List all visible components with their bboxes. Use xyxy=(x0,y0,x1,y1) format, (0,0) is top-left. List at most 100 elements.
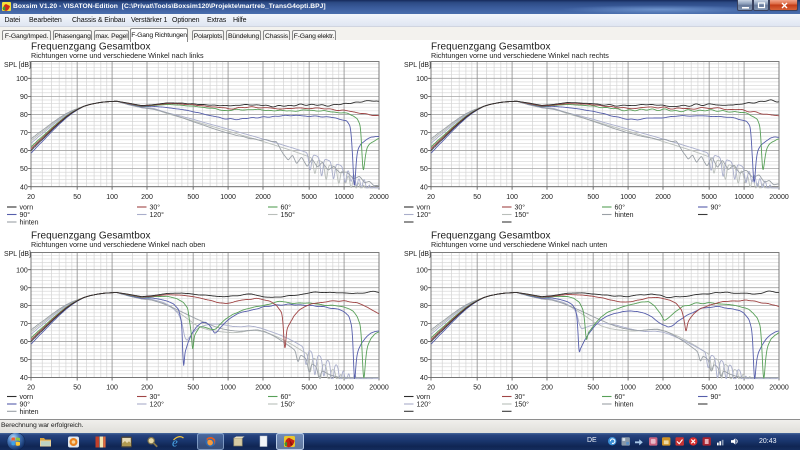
svg-text:Frequenzgang Gesamtbox: Frequenzgang Gesamtbox xyxy=(431,231,551,242)
svg-text:60: 60 xyxy=(20,339,28,346)
svg-text:20000: 20000 xyxy=(769,385,789,392)
svg-text:hinten: hinten xyxy=(615,212,634,219)
svg-text:500: 500 xyxy=(187,385,199,392)
svg-text:50: 50 xyxy=(473,194,481,201)
svg-text:90: 90 xyxy=(420,94,428,101)
svg-text:Richtungen vorne und verschied: Richtungen vorne und verschiedene Winkel… xyxy=(31,51,204,60)
svg-text:Frequenzgang Gesamtbox: Frequenzgang Gesamtbox xyxy=(431,42,551,53)
svg-text:40: 40 xyxy=(420,184,428,191)
svg-text:2000: 2000 xyxy=(255,194,271,201)
svg-text:80: 80 xyxy=(420,303,428,310)
svg-text:30°: 30° xyxy=(515,204,526,212)
svg-text:100: 100 xyxy=(16,76,28,83)
svg-text:2000: 2000 xyxy=(655,194,671,201)
svg-text:50: 50 xyxy=(20,166,28,173)
svg-text:SPL [dB]: SPL [dB] xyxy=(404,251,431,258)
svg-text:2000: 2000 xyxy=(255,385,271,392)
svg-text:60°: 60° xyxy=(281,204,292,212)
svg-text:vorn: vorn xyxy=(20,205,34,212)
svg-text:50: 50 xyxy=(420,166,428,173)
svg-text:100: 100 xyxy=(416,76,428,83)
svg-text:70: 70 xyxy=(420,321,428,328)
svg-text:10000: 10000 xyxy=(734,385,754,392)
svg-text:120°: 120° xyxy=(417,401,432,409)
svg-text:50: 50 xyxy=(473,385,481,392)
svg-text:40: 40 xyxy=(20,184,28,191)
svg-text:30°: 30° xyxy=(150,204,161,212)
svg-text:50: 50 xyxy=(73,194,81,201)
svg-text:150°: 150° xyxy=(281,401,296,409)
svg-text:100: 100 xyxy=(416,267,428,274)
svg-text:SPL [dB]: SPL [dB] xyxy=(4,251,31,258)
svg-text:70: 70 xyxy=(20,130,28,137)
svg-text:Frequenzgang Gesamtbox: Frequenzgang Gesamtbox xyxy=(31,231,151,242)
svg-text:90°: 90° xyxy=(711,393,722,401)
svg-text:90°: 90° xyxy=(711,204,722,212)
svg-text:200: 200 xyxy=(541,194,553,201)
svg-text:2000: 2000 xyxy=(655,385,671,392)
svg-text:90: 90 xyxy=(420,285,428,292)
svg-text:200: 200 xyxy=(141,194,153,201)
svg-text:5000: 5000 xyxy=(701,194,717,201)
svg-text:5000: 5000 xyxy=(301,194,317,201)
svg-text:200: 200 xyxy=(541,385,553,392)
svg-text:90°: 90° xyxy=(20,211,31,219)
svg-text:20: 20 xyxy=(27,194,35,201)
svg-text:80: 80 xyxy=(20,303,28,310)
svg-text:100: 100 xyxy=(506,194,518,201)
svg-text:80: 80 xyxy=(20,112,28,119)
svg-text:40: 40 xyxy=(420,375,428,382)
svg-text:60°: 60° xyxy=(615,393,626,401)
svg-text:60: 60 xyxy=(20,148,28,155)
svg-text:30°: 30° xyxy=(150,393,161,401)
svg-text:60°: 60° xyxy=(615,204,626,212)
svg-text:5000: 5000 xyxy=(701,385,717,392)
svg-text:Richtungen vorne und verschied: Richtungen vorne und verschiedene Winkel… xyxy=(431,51,609,60)
svg-text:Richtungen vorne und verschied: Richtungen vorne und verschiedene Winkel… xyxy=(431,240,607,249)
svg-text:60°: 60° xyxy=(281,393,292,401)
svg-text:20: 20 xyxy=(427,194,435,201)
svg-text:vorn: vorn xyxy=(20,394,34,401)
svg-text:5000: 5000 xyxy=(301,385,317,392)
svg-text:1000: 1000 xyxy=(220,385,236,392)
svg-text:120°: 120° xyxy=(150,401,165,409)
svg-text:150°: 150° xyxy=(281,211,296,219)
svg-text:20000: 20000 xyxy=(369,194,389,201)
svg-text:30°: 30° xyxy=(515,393,526,401)
svg-text:90°: 90° xyxy=(20,401,31,409)
svg-text:100: 100 xyxy=(506,385,518,392)
svg-text:20000: 20000 xyxy=(369,385,389,392)
svg-text:20000: 20000 xyxy=(769,194,789,201)
svg-text:500: 500 xyxy=(587,194,599,201)
svg-text:120°: 120° xyxy=(417,211,432,219)
svg-text:hinten: hinten xyxy=(20,220,39,227)
svg-text:150°: 150° xyxy=(515,211,530,219)
svg-text:10000: 10000 xyxy=(334,385,354,392)
svg-text:60: 60 xyxy=(420,148,428,155)
svg-text:70: 70 xyxy=(20,321,28,328)
svg-text:80: 80 xyxy=(420,112,428,119)
svg-text:100: 100 xyxy=(106,385,118,392)
svg-text:90: 90 xyxy=(20,94,28,101)
svg-text:SPL [dB]: SPL [dB] xyxy=(404,62,431,69)
svg-text:vorn: vorn xyxy=(417,394,431,401)
svg-text:70: 70 xyxy=(420,130,428,137)
svg-text:1000: 1000 xyxy=(220,194,236,201)
svg-text:hinten: hinten xyxy=(20,409,39,415)
svg-text:60: 60 xyxy=(420,339,428,346)
svg-text:20: 20 xyxy=(27,385,35,392)
svg-text:SPL [dB]: SPL [dB] xyxy=(4,62,31,69)
svg-text:hinten: hinten xyxy=(615,402,634,409)
svg-text:50: 50 xyxy=(420,357,428,364)
svg-text:Richtungen vorne und verschied: Richtungen vorne und verschiedene Winkel… xyxy=(31,240,205,249)
svg-text:50: 50 xyxy=(20,357,28,364)
svg-text:50: 50 xyxy=(73,385,81,392)
svg-text:100: 100 xyxy=(16,267,28,274)
svg-text:1000: 1000 xyxy=(620,194,636,201)
svg-text:20: 20 xyxy=(427,385,435,392)
svg-text:Frequenzgang Gesamtbox: Frequenzgang Gesamtbox xyxy=(31,42,151,53)
svg-text:e: e xyxy=(172,435,178,450)
svg-text:vorn: vorn xyxy=(417,205,431,212)
svg-text:500: 500 xyxy=(587,385,599,392)
svg-text:40: 40 xyxy=(20,375,28,382)
